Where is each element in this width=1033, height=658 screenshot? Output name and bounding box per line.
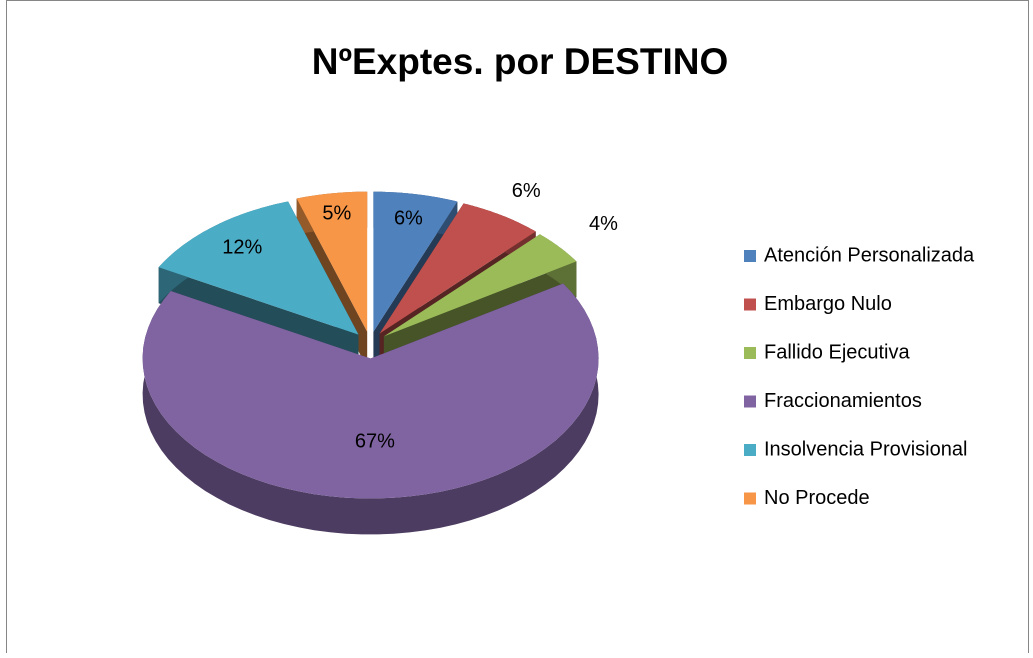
data-label: 67% [355, 431, 395, 453]
slice [142, 283, 599, 535]
legend-label: Fallido Ejecutiva [764, 341, 911, 363]
slice-top [296, 191, 368, 332]
legend: Atención Personalizada Embargo Nulo Fallid… [744, 244, 975, 509]
legend-swatch [744, 347, 756, 359]
slice-top [383, 234, 577, 337]
pie: 6% 6% 4% 67% 12% 5% [142, 180, 618, 535]
data-label: 4% [589, 213, 618, 235]
legend-swatch [744, 395, 756, 408]
slice-top [142, 283, 599, 499]
chart-title: NºExptes. por DESTINO [312, 41, 728, 82]
legend-label: Fraccionamientos [764, 390, 922, 412]
data-label: 5% [322, 202, 351, 224]
slice-top [373, 191, 458, 332]
legend-label: Embargo Nulo [764, 293, 892, 315]
legend-label: Insolvencia Provisional [764, 438, 967, 460]
data-label: 6% [512, 180, 541, 202]
slice-top [379, 203, 536, 334]
legend-label: No Procede [764, 487, 870, 509]
legend-swatch [744, 444, 756, 456]
data-label: 12% [222, 237, 262, 259]
legend-swatch [744, 250, 756, 262]
legend-swatch [744, 492, 756, 505]
legend-label: Atención Personalizada [764, 244, 975, 266]
data-label: 6% [394, 207, 423, 229]
legend-swatch [744, 298, 756, 311]
slice-top [158, 201, 359, 335]
